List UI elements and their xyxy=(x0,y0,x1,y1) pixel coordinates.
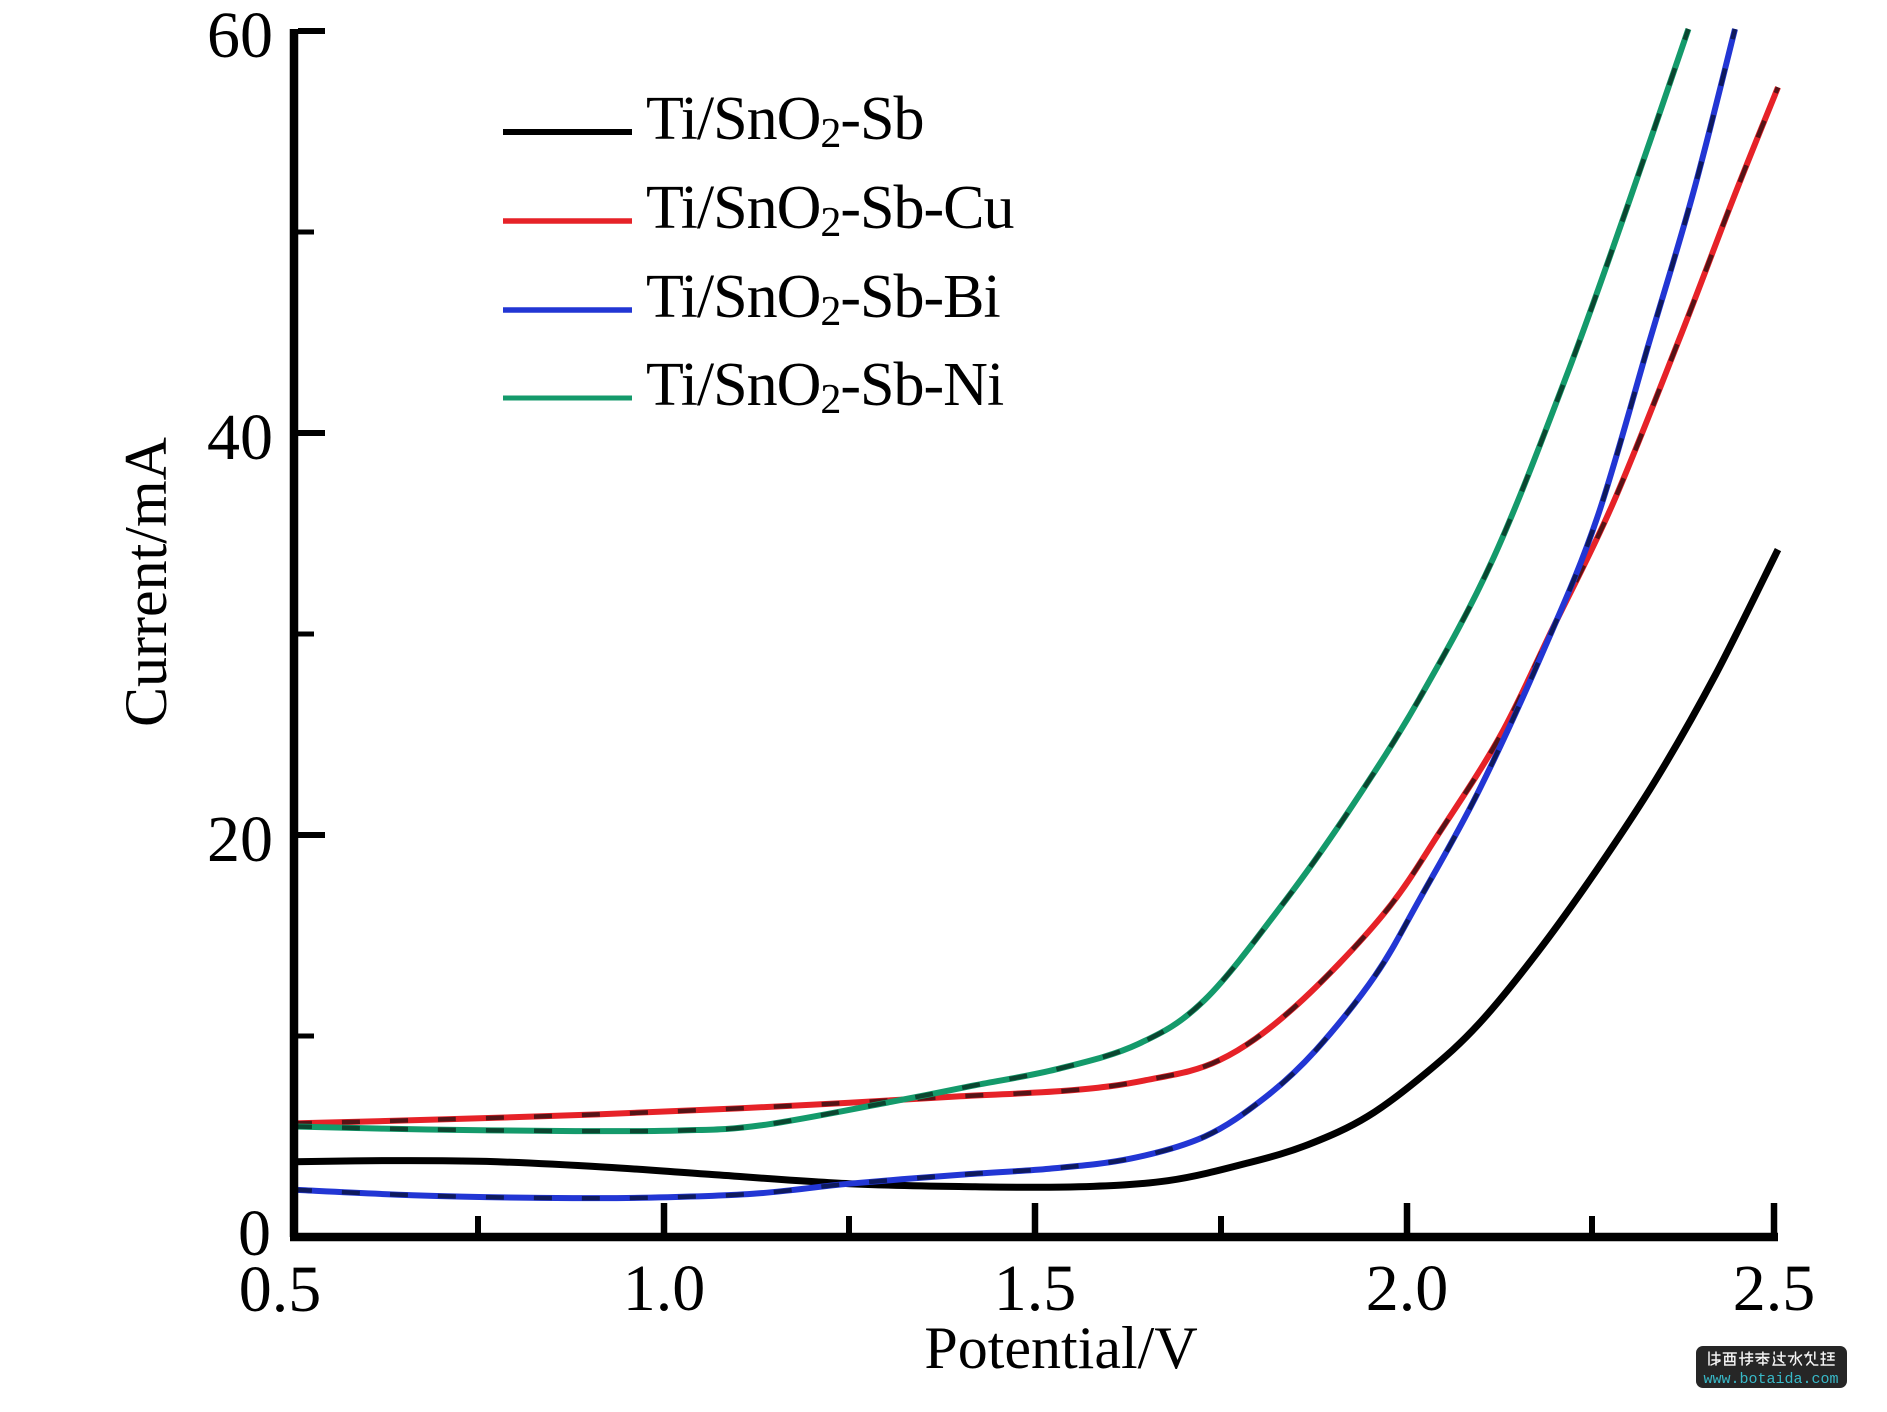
svg-text:2.5: 2.5 xyxy=(1733,1252,1816,1325)
svg-text:Current/mA: Current/mA xyxy=(113,437,179,727)
svg-text:www.botaida.com: www.botaida.com xyxy=(1703,1371,1838,1388)
svg-text:Potential/V: Potential/V xyxy=(924,1315,1197,1381)
svg-text:Ti/SnO2-Sb-Bi: Ti/SnO2-Sb-Bi xyxy=(646,263,1001,335)
svg-text:40: 40 xyxy=(207,401,273,474)
svg-text:2.0: 2.0 xyxy=(1366,1252,1449,1325)
svg-text:0.5: 0.5 xyxy=(239,1253,322,1326)
svg-text:Ti/SnO2-Sb: Ti/SnO2-Sb xyxy=(646,85,924,157)
svg-text:1.0: 1.0 xyxy=(623,1252,706,1325)
svg-text:60: 60 xyxy=(207,0,273,72)
svg-text:0: 0 xyxy=(238,1197,271,1270)
svg-text:Ti/SnO2-Sb-Ni: Ti/SnO2-Sb-Ni xyxy=(646,351,1004,423)
svg-text:1.5: 1.5 xyxy=(994,1252,1077,1325)
svg-text:20: 20 xyxy=(207,803,273,876)
